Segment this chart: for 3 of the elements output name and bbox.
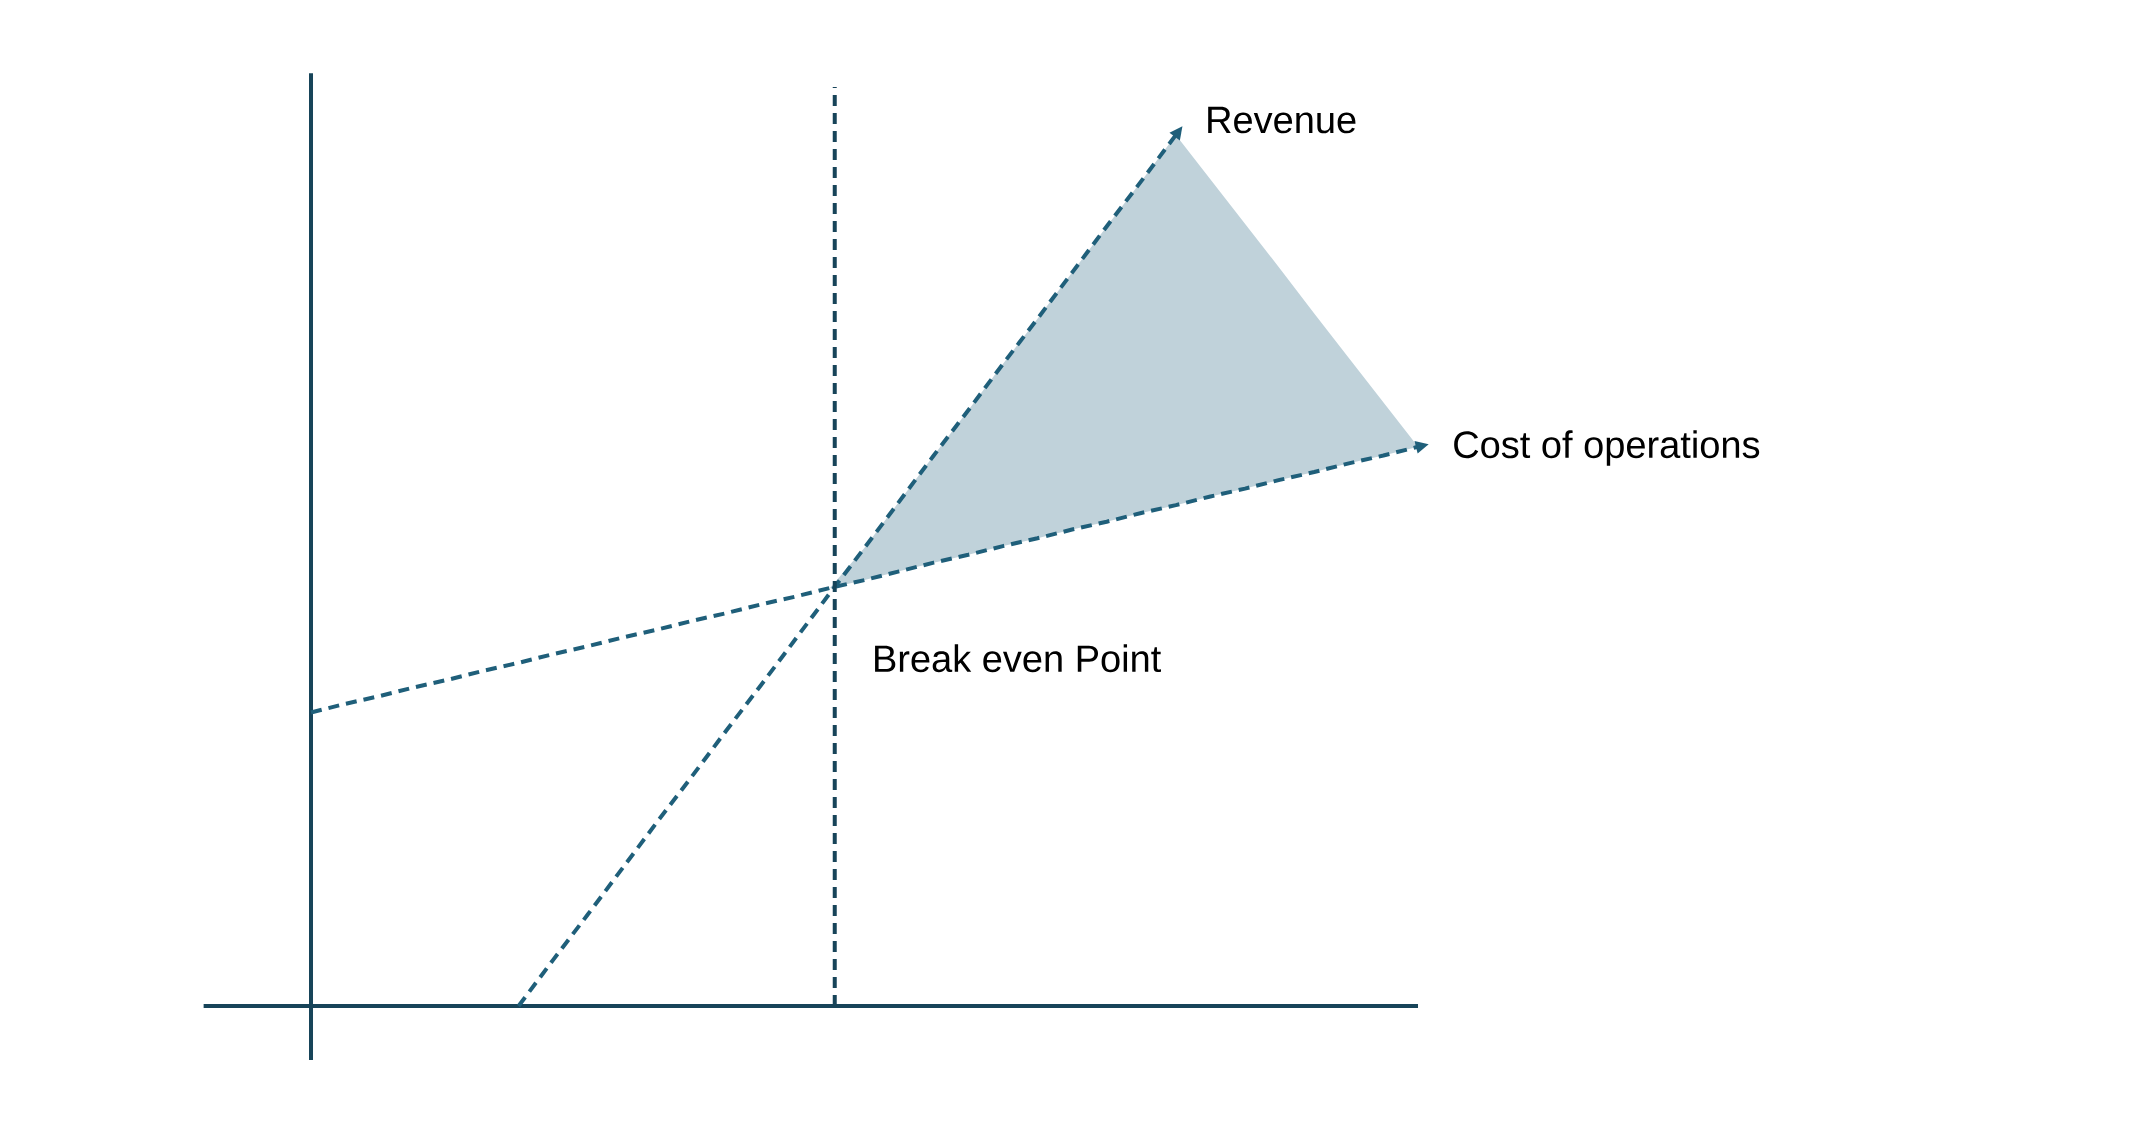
series-label: Cost of operations [1454, 430, 1760, 466]
annotation: Break even Point [875, 644, 1161, 673]
series-label: Revenue [1208, 106, 1356, 134]
